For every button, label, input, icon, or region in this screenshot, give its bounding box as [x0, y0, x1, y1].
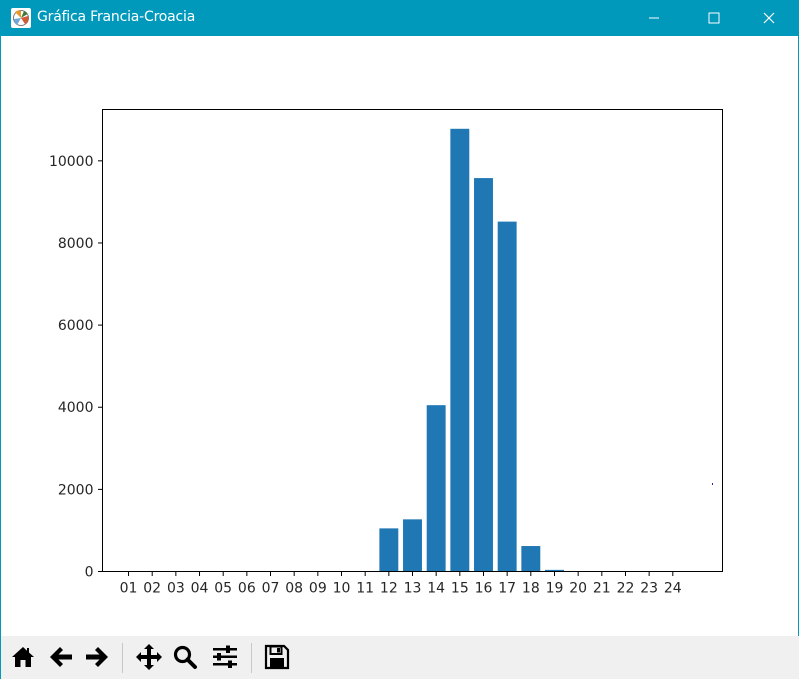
y-axis: 0 2000 4000 6000 8000 10000: [49, 154, 103, 581]
x-tick-label: 15: [451, 581, 469, 597]
x-tick-label: 21: [593, 581, 611, 597]
x-tick-label: 11: [356, 581, 374, 597]
bar-12: [379, 528, 399, 572]
x-tick-label: 10: [333, 581, 351, 597]
bar-18: [521, 546, 541, 572]
bars-group: [379, 128, 564, 572]
save-icon: [264, 644, 290, 670]
figure-canvas[interactable]: 0 2000 4000 6000 8000 10000 01 02 03 04 05 06 07 08 0…: [1, 36, 799, 636]
forward-button[interactable]: [81, 641, 113, 673]
stray-pixel: [712, 483, 713, 485]
x-axis: 01 02 03 04 05 06 07 08 09 10 11 12 13 14 15 16 17 18 19 20…: [120, 571, 682, 597]
title-bar[interactable]: Gráfica Francia-Croacia: [1, 0, 799, 36]
x-tick-label: 02: [143, 581, 161, 597]
close-button[interactable]: [746, 0, 792, 36]
x-tick-label: 18: [522, 581, 540, 597]
x-tick-label: 08: [285, 581, 303, 597]
bar-13: [403, 519, 422, 572]
minimize-button[interactable]: [631, 0, 677, 36]
x-tick-label: 17: [498, 581, 516, 597]
x-tick-label: 01: [120, 581, 138, 597]
x-tick-label: 06: [238, 581, 256, 597]
x-tick-label: 23: [640, 581, 658, 597]
zoom-icon: [173, 645, 197, 669]
back-button[interactable]: [45, 641, 77, 673]
minimize-icon: [649, 17, 659, 19]
y-tick-label: 4000: [58, 400, 94, 416]
x-tick-label: 20: [569, 581, 587, 597]
maximize-button[interactable]: [691, 0, 737, 36]
navigation-toolbar: [1, 636, 799, 679]
x-tick-label: 05: [214, 581, 232, 597]
configure-subplots-icon: [213, 645, 237, 668]
pan-icon: [136, 644, 162, 670]
x-tick-label: 09: [309, 581, 327, 597]
maximize-icon: [708, 12, 720, 24]
toolbar-separator: [251, 643, 252, 673]
bar-17: [497, 221, 517, 572]
axes-frame: [102, 109, 723, 572]
bar-19: [545, 569, 564, 572]
configure-subplots-button[interactable]: [209, 641, 241, 673]
pan-button[interactable]: [133, 641, 165, 673]
x-tick-label: 04: [191, 581, 209, 597]
x-tick-label: 24: [664, 581, 682, 597]
close-icon: [763, 12, 775, 24]
home-button[interactable]: [7, 641, 39, 673]
save-button[interactable]: [261, 641, 293, 673]
toolbar-separator: [122, 643, 123, 673]
y-tick-label: 2000: [58, 482, 94, 498]
y-tick-label: 10000: [49, 154, 94, 170]
forward-arrow-icon: [86, 647, 108, 667]
back-arrow-icon: [50, 647, 72, 667]
y-tick-label: 8000: [58, 236, 94, 252]
window-title: Gráfica Francia-Croacia: [37, 9, 196, 25]
bar-15: [450, 128, 470, 572]
x-tick-label: 19: [546, 581, 564, 597]
zoom-button[interactable]: [169, 641, 201, 673]
x-tick-label: 16: [475, 581, 493, 597]
x-tick-label: 12: [380, 581, 398, 597]
x-tick-label: 14: [427, 581, 445, 597]
bar-16: [474, 178, 493, 572]
x-tick-label: 03: [167, 581, 185, 597]
y-tick-label: 6000: [58, 318, 94, 334]
x-tick-label: 13: [404, 581, 422, 597]
home-icon: [12, 647, 34, 667]
x-tick-label: 22: [617, 581, 635, 597]
matplotlib-icon: [11, 8, 31, 28]
x-tick-label: 07: [262, 581, 280, 597]
bar-14: [426, 405, 446, 572]
y-tick-label: 0: [85, 565, 94, 581]
